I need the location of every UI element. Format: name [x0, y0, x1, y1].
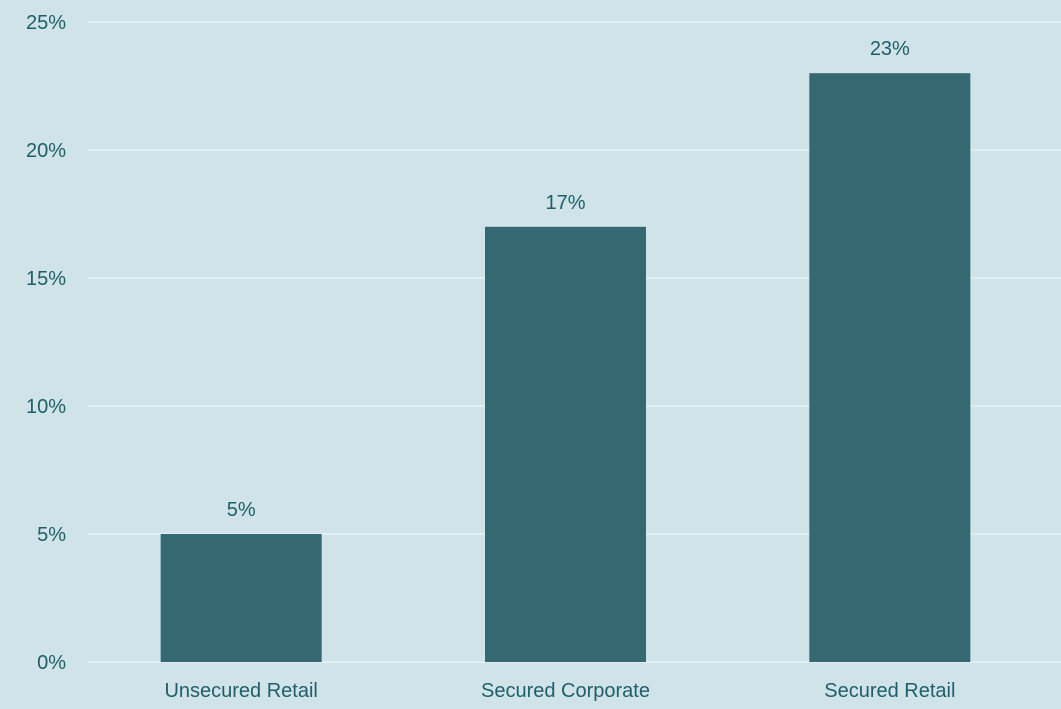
x-axis-categories: Unsecured Retail Secured Corporate Secured…	[164, 680, 955, 702]
data-labels: 5% 17% 23%	[227, 38, 910, 521]
bar	[809, 73, 971, 662]
x-category-label: Unsecured Retail	[164, 680, 317, 702]
bars	[160, 73, 971, 663]
y-tick-label: 15%	[26, 268, 66, 290]
y-tick-label: 20%	[26, 140, 66, 162]
x-category-label: Secured Corporate	[481, 680, 650, 702]
y-tick-label: 5%	[37, 524, 66, 546]
bar	[485, 226, 646, 663]
y-tick-label: 10%	[26, 396, 66, 418]
y-tick-label: 0%	[37, 652, 66, 674]
bar	[160, 534, 322, 662]
y-axis-ticks: 0% 5% 10% 15% 20% 25%	[26, 12, 66, 674]
bar-value-label: 17%	[545, 192, 585, 214]
y-tick-label: 25%	[26, 12, 66, 34]
bar-value-label: 5%	[227, 499, 256, 521]
bar-value-label: 23%	[870, 38, 910, 60]
x-category-label: Secured Retail	[824, 680, 955, 702]
